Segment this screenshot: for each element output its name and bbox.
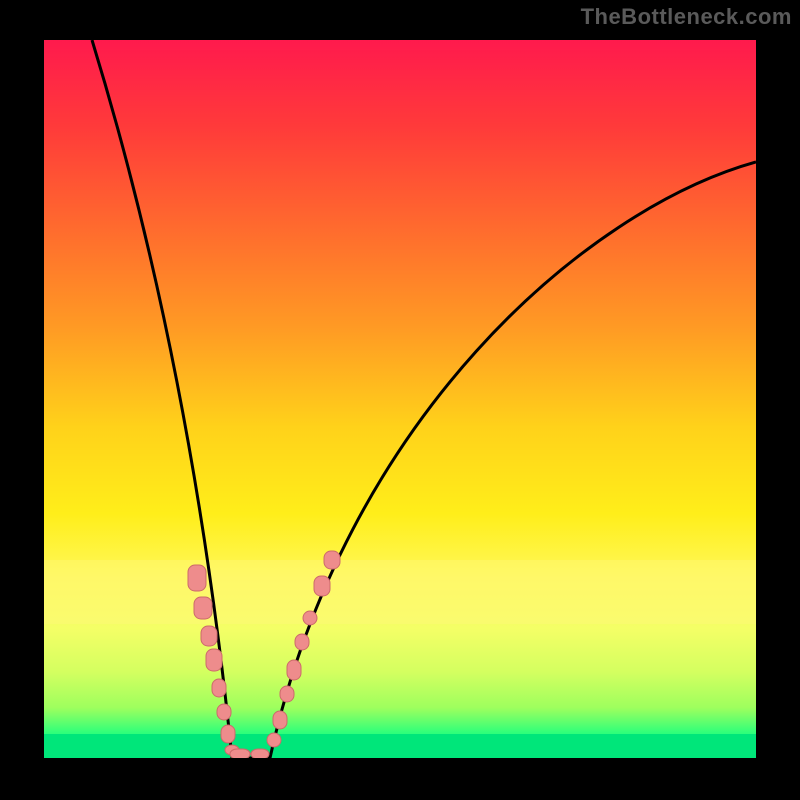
- gradient-background: [44, 40, 756, 758]
- data-marker: [188, 565, 206, 591]
- chart-plot-area: [44, 40, 756, 758]
- data-marker: [324, 551, 340, 569]
- data-marker: [194, 597, 212, 619]
- stage: TheBottleneck.com: [0, 0, 800, 800]
- data-marker: [314, 576, 330, 596]
- data-marker: [273, 711, 287, 729]
- data-marker: [251, 749, 269, 758]
- data-marker: [212, 679, 226, 697]
- data-marker: [287, 660, 301, 680]
- data-marker: [217, 704, 231, 720]
- data-marker: [206, 649, 222, 671]
- data-marker: [295, 634, 309, 650]
- data-marker: [280, 686, 294, 702]
- data-marker: [230, 749, 250, 758]
- highlight-band: [44, 560, 756, 624]
- watermark-text: TheBottleneck.com: [581, 4, 792, 30]
- green-zone: [44, 734, 756, 758]
- data-marker: [221, 725, 235, 743]
- data-marker: [267, 733, 281, 747]
- bottleneck-chart-svg: [44, 40, 756, 758]
- data-marker: [201, 626, 217, 646]
- data-marker: [303, 611, 317, 625]
